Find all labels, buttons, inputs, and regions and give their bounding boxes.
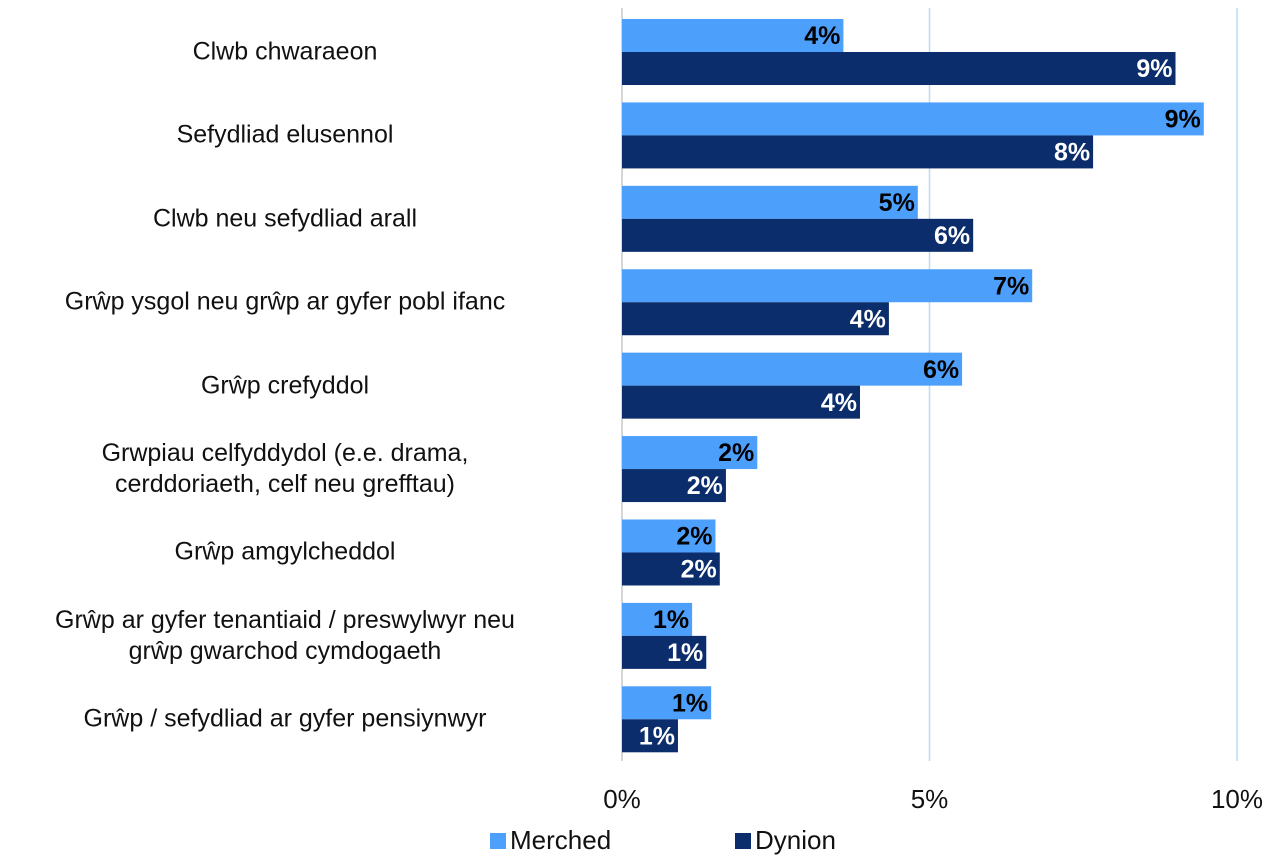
legend-label: Dynion bbox=[755, 825, 836, 855]
bar bbox=[622, 352, 963, 386]
category-label: Grwpiau celfyddydol (e.e. drama, cerddor… bbox=[101, 439, 469, 499]
value-label: 9% bbox=[1136, 55, 1172, 83]
bar bbox=[622, 218, 974, 252]
legend-swatch bbox=[490, 833, 506, 849]
legend-swatch bbox=[735, 833, 751, 849]
value-label: 6% bbox=[923, 356, 959, 384]
category-label: Grŵp amgylcheddol bbox=[174, 537, 396, 566]
bar bbox=[622, 385, 861, 419]
category-label: Sefydliad elusennol bbox=[176, 120, 394, 149]
value-label: 4% bbox=[850, 305, 886, 333]
x-tick-label: 0% bbox=[603, 784, 641, 814]
bar bbox=[622, 102, 1204, 136]
x-tick-label: 10% bbox=[1211, 784, 1263, 814]
value-label: 1% bbox=[653, 606, 689, 634]
x-tick-label: 5% bbox=[911, 784, 949, 814]
category-label: Grŵp ysgol neu grŵp ar gyfer pobl ifanc bbox=[64, 287, 506, 316]
value-label: 4% bbox=[804, 22, 840, 50]
bar bbox=[622, 552, 720, 586]
category-label: Grŵp crefyddol bbox=[200, 371, 370, 400]
legend-label: Merched bbox=[510, 825, 611, 855]
bar bbox=[622, 686, 712, 720]
bar bbox=[622, 436, 758, 470]
bar bbox=[622, 469, 726, 503]
value-label: 9% bbox=[1165, 106, 1201, 134]
value-label: 2% bbox=[681, 556, 717, 584]
category-label: Clwb neu sefydliad arall bbox=[152, 204, 418, 233]
value-label: 1% bbox=[672, 689, 708, 717]
value-label: 1% bbox=[667, 639, 703, 667]
bar bbox=[622, 519, 716, 553]
value-label: 6% bbox=[934, 222, 970, 250]
category-label: Grŵp ar gyfer tenantiaid / preswylwyr ne… bbox=[55, 605, 515, 665]
bar bbox=[622, 719, 678, 753]
value-label: 5% bbox=[879, 189, 915, 217]
bar bbox=[622, 19, 844, 53]
value-label: 8% bbox=[1054, 139, 1090, 167]
category-label: Grŵp / sefydliad ar gyfer pensiynwyr bbox=[83, 704, 487, 733]
value-label: 2% bbox=[676, 523, 712, 551]
bar bbox=[622, 269, 1033, 303]
value-label: 1% bbox=[639, 722, 675, 750]
value-label: 2% bbox=[718, 439, 754, 467]
value-label: 4% bbox=[821, 389, 857, 417]
bar bbox=[622, 302, 889, 336]
bar bbox=[622, 52, 1176, 86]
bar bbox=[622, 135, 1094, 169]
value-label: 7% bbox=[993, 272, 1029, 300]
bar bbox=[622, 635, 707, 669]
value-label: 2% bbox=[687, 472, 723, 500]
bar bbox=[622, 185, 918, 219]
category-label: Clwb chwaraeon bbox=[192, 37, 378, 66]
bar bbox=[622, 602, 693, 636]
